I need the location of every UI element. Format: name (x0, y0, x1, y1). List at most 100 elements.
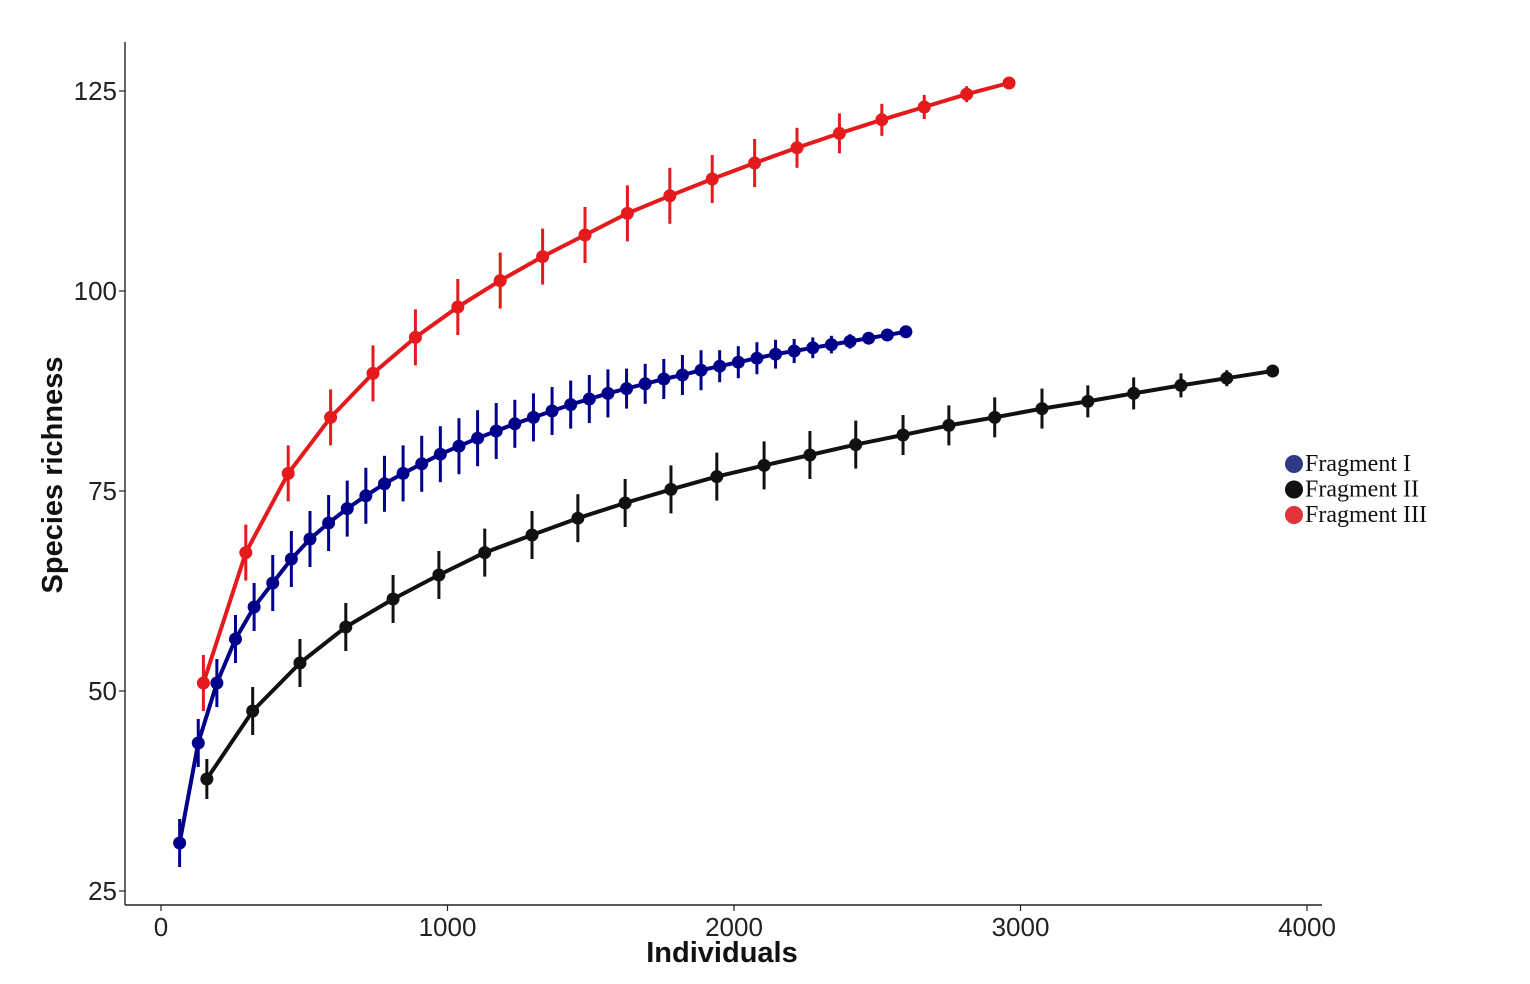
data-point (862, 331, 876, 345)
data-point (1220, 371, 1234, 385)
data-point (899, 325, 913, 339)
x-axis-title: Individuals (646, 937, 797, 969)
data-point (452, 439, 466, 453)
data-point (396, 466, 410, 480)
data-point (988, 410, 1002, 424)
data-point (705, 172, 719, 186)
data-point (386, 592, 400, 606)
data-point (942, 418, 956, 432)
y-tick-label: 25 (88, 876, 117, 906)
series-layer (173, 76, 1280, 867)
data-point (303, 532, 317, 546)
legend-label: Fragment III (1305, 502, 1427, 528)
data-point (757, 458, 771, 472)
data-point (917, 100, 931, 114)
data-point (339, 620, 353, 634)
data-point (1081, 394, 1095, 408)
data-point (620, 206, 634, 220)
data-point (432, 568, 446, 582)
data-point (571, 511, 585, 525)
x-tick-label: 3000 (992, 912, 1050, 942)
x-tick-label: 4000 (1278, 912, 1336, 942)
series-1 (173, 325, 913, 867)
y-tick-label: 125 (74, 76, 117, 106)
data-point (663, 189, 677, 203)
x-tick-label: 0 (154, 912, 168, 942)
data-point (526, 410, 540, 424)
data-point (694, 363, 708, 377)
data-point (191, 736, 205, 750)
y-axis-title: Species richness (37, 357, 69, 594)
legend-marker (1285, 480, 1303, 499)
data-point (806, 341, 820, 355)
data-point (787, 344, 801, 358)
data-point (508, 417, 522, 431)
data-point (849, 438, 863, 452)
data-point (790, 141, 804, 155)
series-2 (200, 364, 1280, 799)
data-point (1127, 386, 1141, 400)
data-point (247, 600, 261, 614)
axes: 0 1000 2000 3000 4000 25 50 75 100 125 (74, 42, 1336, 942)
data-point (228, 632, 242, 646)
data-point (713, 359, 727, 373)
data-point (618, 496, 632, 510)
data-point (525, 528, 539, 542)
series-line (177, 329, 908, 845)
data-point (710, 470, 724, 484)
series-line (201, 81, 1011, 685)
data-point (880, 328, 894, 342)
data-point (1174, 378, 1188, 392)
data-point (1266, 364, 1280, 378)
legend-label: Fragment I (1305, 451, 1411, 477)
data-point (366, 366, 380, 380)
data-point (803, 448, 817, 462)
data-point (493, 274, 507, 288)
y-tick-label: 100 (74, 276, 117, 306)
data-point (675, 368, 689, 382)
data-point (750, 351, 764, 365)
data-point (293, 656, 307, 670)
data-point (281, 466, 295, 480)
data-point (578, 228, 592, 242)
data-point (200, 772, 214, 786)
legend-label: Fragment II (1305, 477, 1419, 503)
data-point (433, 447, 447, 461)
data-point (875, 113, 889, 127)
series-3 (196, 76, 1016, 711)
data-point (210, 676, 224, 690)
series-line (204, 369, 1275, 781)
data-point (564, 398, 578, 412)
data-point (489, 424, 503, 438)
data-point (620, 382, 634, 396)
data-point (284, 552, 298, 566)
data-point (843, 334, 857, 348)
data-point (196, 676, 210, 690)
data-point (664, 482, 678, 496)
data-point (748, 156, 762, 170)
x-tick-label: 1000 (419, 912, 477, 942)
data-point (657, 372, 671, 386)
data-point (324, 410, 338, 424)
data-point (638, 377, 652, 391)
data-point (322, 516, 336, 530)
data-point (471, 431, 485, 445)
data-point (451, 300, 465, 314)
data-point (246, 704, 260, 718)
data-point (545, 404, 559, 418)
data-point (731, 355, 745, 369)
legend-marker (1285, 455, 1303, 473)
data-point (1035, 402, 1049, 416)
data-point (266, 576, 280, 590)
data-point (1002, 76, 1016, 90)
data-point (769, 347, 783, 361)
data-point (173, 836, 187, 850)
data-point (340, 502, 354, 516)
x-tick-label: 2000 (705, 912, 763, 942)
data-point (960, 87, 974, 101)
data-point (824, 338, 838, 352)
data-point (359, 489, 373, 503)
data-point (582, 392, 596, 406)
